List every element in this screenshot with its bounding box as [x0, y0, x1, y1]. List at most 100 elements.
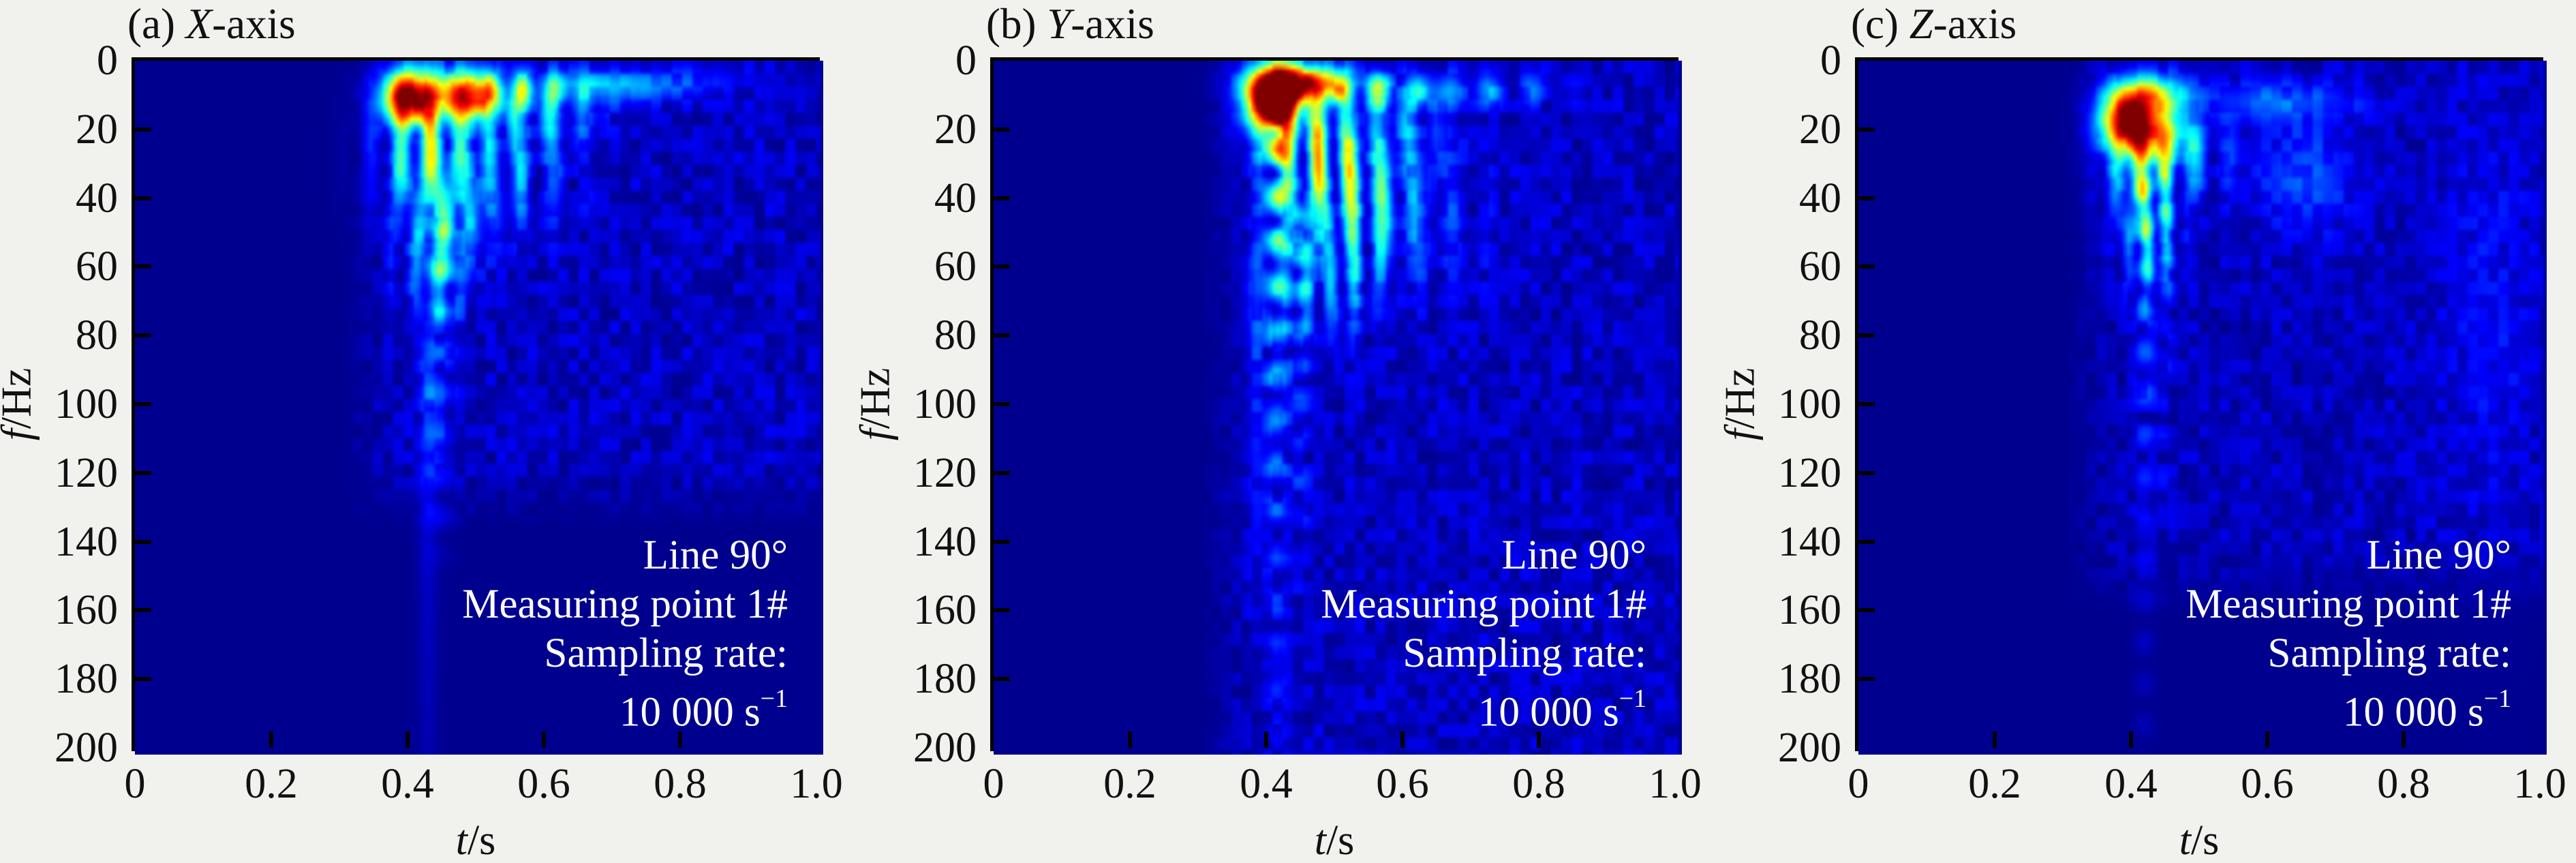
y-tick-label: 100 [55, 381, 118, 427]
x-axis-label: t/s [1315, 817, 1355, 863]
x-axis-unit: /s [1325, 817, 1355, 863]
x-axis-label: t/s [2179, 817, 2220, 863]
y-tick-mark [1858, 333, 1875, 338]
y-tick-label: 200 [55, 725, 118, 771]
rate-value-base: 10 000 s [1478, 689, 1619, 735]
y-tick-label: 60 [76, 243, 118, 290]
y-tick-mark [135, 196, 151, 200]
annotation-line-point: Measuring point 1# [1321, 581, 1646, 627]
panel-y-axis: Line 90° Measuring point 1# Sampling rat… [853, 0, 1702, 863]
x-tick-label: 0.8 [654, 761, 707, 807]
panel-title-suffix: -axis [1071, 0, 1154, 48]
annotation-line-rate-label: Sampling rate: [1402, 630, 1646, 676]
y-tick-mark [135, 402, 151, 406]
panel-title-axis-letter: Y [1047, 0, 1071, 48]
rate-value-base: 10 000 s [619, 689, 761, 735]
y-axis-unit: /Hz [1717, 367, 1764, 429]
x-tick-mark [2402, 731, 2406, 748]
annotation-line-location: Line 90° [643, 532, 788, 578]
y-tick-label: 160 [913, 587, 977, 634]
y-tick-label: 180 [913, 656, 977, 703]
y-tick-label: 120 [55, 449, 118, 496]
y-tick-label: 200 [1778, 725, 1841, 771]
y-tick-label: 0 [1820, 37, 1841, 84]
x-tick-label: 0.6 [517, 761, 570, 807]
annotation-line-rate-value: 10 000 s−1 [2186, 678, 2511, 737]
x-tick-mark [1993, 731, 1997, 748]
x-tick-label: 0.4 [381, 761, 434, 807]
x-axis-variable: t [1314, 817, 1326, 863]
spectrogram-canvas-a [135, 61, 823, 755]
annotation-block: Line 90° Measuring point 1# Sampling rat… [1321, 531, 1646, 737]
y-tick-mark [994, 402, 1010, 406]
y-tick-mark [994, 470, 1010, 475]
y-axis-label: f/Hz [0, 368, 42, 441]
y-tick-label: 20 [1799, 106, 1841, 153]
y-tick-mark [994, 333, 1010, 338]
y-tick-mark [1858, 264, 1875, 269]
x-axis-unit: /s [467, 817, 496, 863]
annotation-line-point: Measuring point 1# [462, 581, 788, 627]
x-tick-label: 0.4 [1240, 761, 1293, 807]
annotation-block: Line 90° Measuring point 1# Sampling rat… [462, 531, 788, 737]
y-tick-label: 140 [913, 518, 977, 565]
y-tick-label: 40 [1799, 175, 1841, 222]
panel-z-axis: Line 90° Measuring point 1# Sampling rat… [1717, 0, 2566, 863]
y-tick-mark [994, 608, 1010, 613]
x-tick-label: 1.0 [2513, 761, 2566, 807]
y-tick-label: 140 [1778, 518, 1841, 565]
y-tick-label: 80 [76, 312, 118, 359]
y-tick-label: 120 [1778, 449, 1841, 496]
y-tick-label: 160 [55, 587, 118, 634]
y-axis-label: f/Hz [1717, 368, 1765, 441]
panel-title-axis-letter: X [185, 0, 213, 48]
rate-value-exponent: −1 [2483, 684, 2511, 713]
x-tick-mark [1264, 731, 1268, 748]
y-tick-label: 100 [913, 381, 977, 427]
annotation-line-point: Measuring point 1# [2186, 581, 2511, 627]
x-axis-variable: t [455, 817, 467, 863]
y-tick-mark [994, 539, 1010, 544]
panel-title-index: (a) [127, 0, 186, 48]
x-tick-label: 0 [983, 761, 1005, 807]
y-tick-mark [1858, 470, 1875, 475]
annotation-line-location: Line 90° [2366, 532, 2511, 578]
panel-title: (c) Z-axis [1851, 0, 2017, 48]
panel-title: (b) Y-axis [986, 0, 1154, 48]
y-tick-mark [135, 264, 151, 269]
panel-x-axis: Line 90° Measuring point 1# Sampling rat… [0, 0, 843, 863]
y-tick-label: 80 [934, 312, 977, 359]
y-tick-label: 40 [934, 175, 977, 222]
y-tick-label: 100 [1778, 381, 1841, 427]
y-tick-mark [1858, 196, 1875, 200]
x-axis-variable: t [2179, 817, 2191, 863]
rate-value-exponent: −1 [1619, 684, 1646, 713]
x-tick-label: 0.6 [1376, 761, 1429, 807]
x-tick-mark [2265, 731, 2269, 748]
rate-value-base: 10 000 s [2343, 689, 2484, 735]
annotation-block: Line 90° Measuring point 1# Sampling rat… [2186, 531, 2511, 737]
y-tick-mark [135, 539, 151, 544]
y-tick-label: 160 [1778, 587, 1841, 634]
x-tick-mark [269, 731, 273, 748]
panel-title-axis-letter: Z [1909, 0, 1933, 48]
x-tick-mark [1128, 731, 1132, 748]
y-tick-label: 0 [955, 37, 977, 84]
annotation-line-location: Line 90° [1501, 532, 1646, 578]
x-axis-label: t/s [456, 817, 496, 863]
y-axis-variable: f [0, 429, 40, 440]
x-tick-mark [678, 731, 682, 748]
y-tick-label: 20 [76, 106, 118, 153]
y-tick-mark [1858, 608, 1875, 613]
panel-title-suffix: -axis [212, 0, 296, 48]
y-axis-variable: f [1717, 429, 1764, 441]
panel-title-suffix: -axis [1933, 0, 2017, 48]
y-tick-mark [135, 333, 151, 338]
y-axis-unit: /Hz [852, 367, 899, 429]
x-tick-label: 1.0 [1649, 761, 1702, 807]
x-tick-label: 0 [124, 761, 146, 807]
annotation-line-rate-label: Sampling rate: [544, 630, 788, 676]
y-tick-label: 20 [934, 106, 977, 153]
y-tick-mark [994, 264, 1010, 269]
